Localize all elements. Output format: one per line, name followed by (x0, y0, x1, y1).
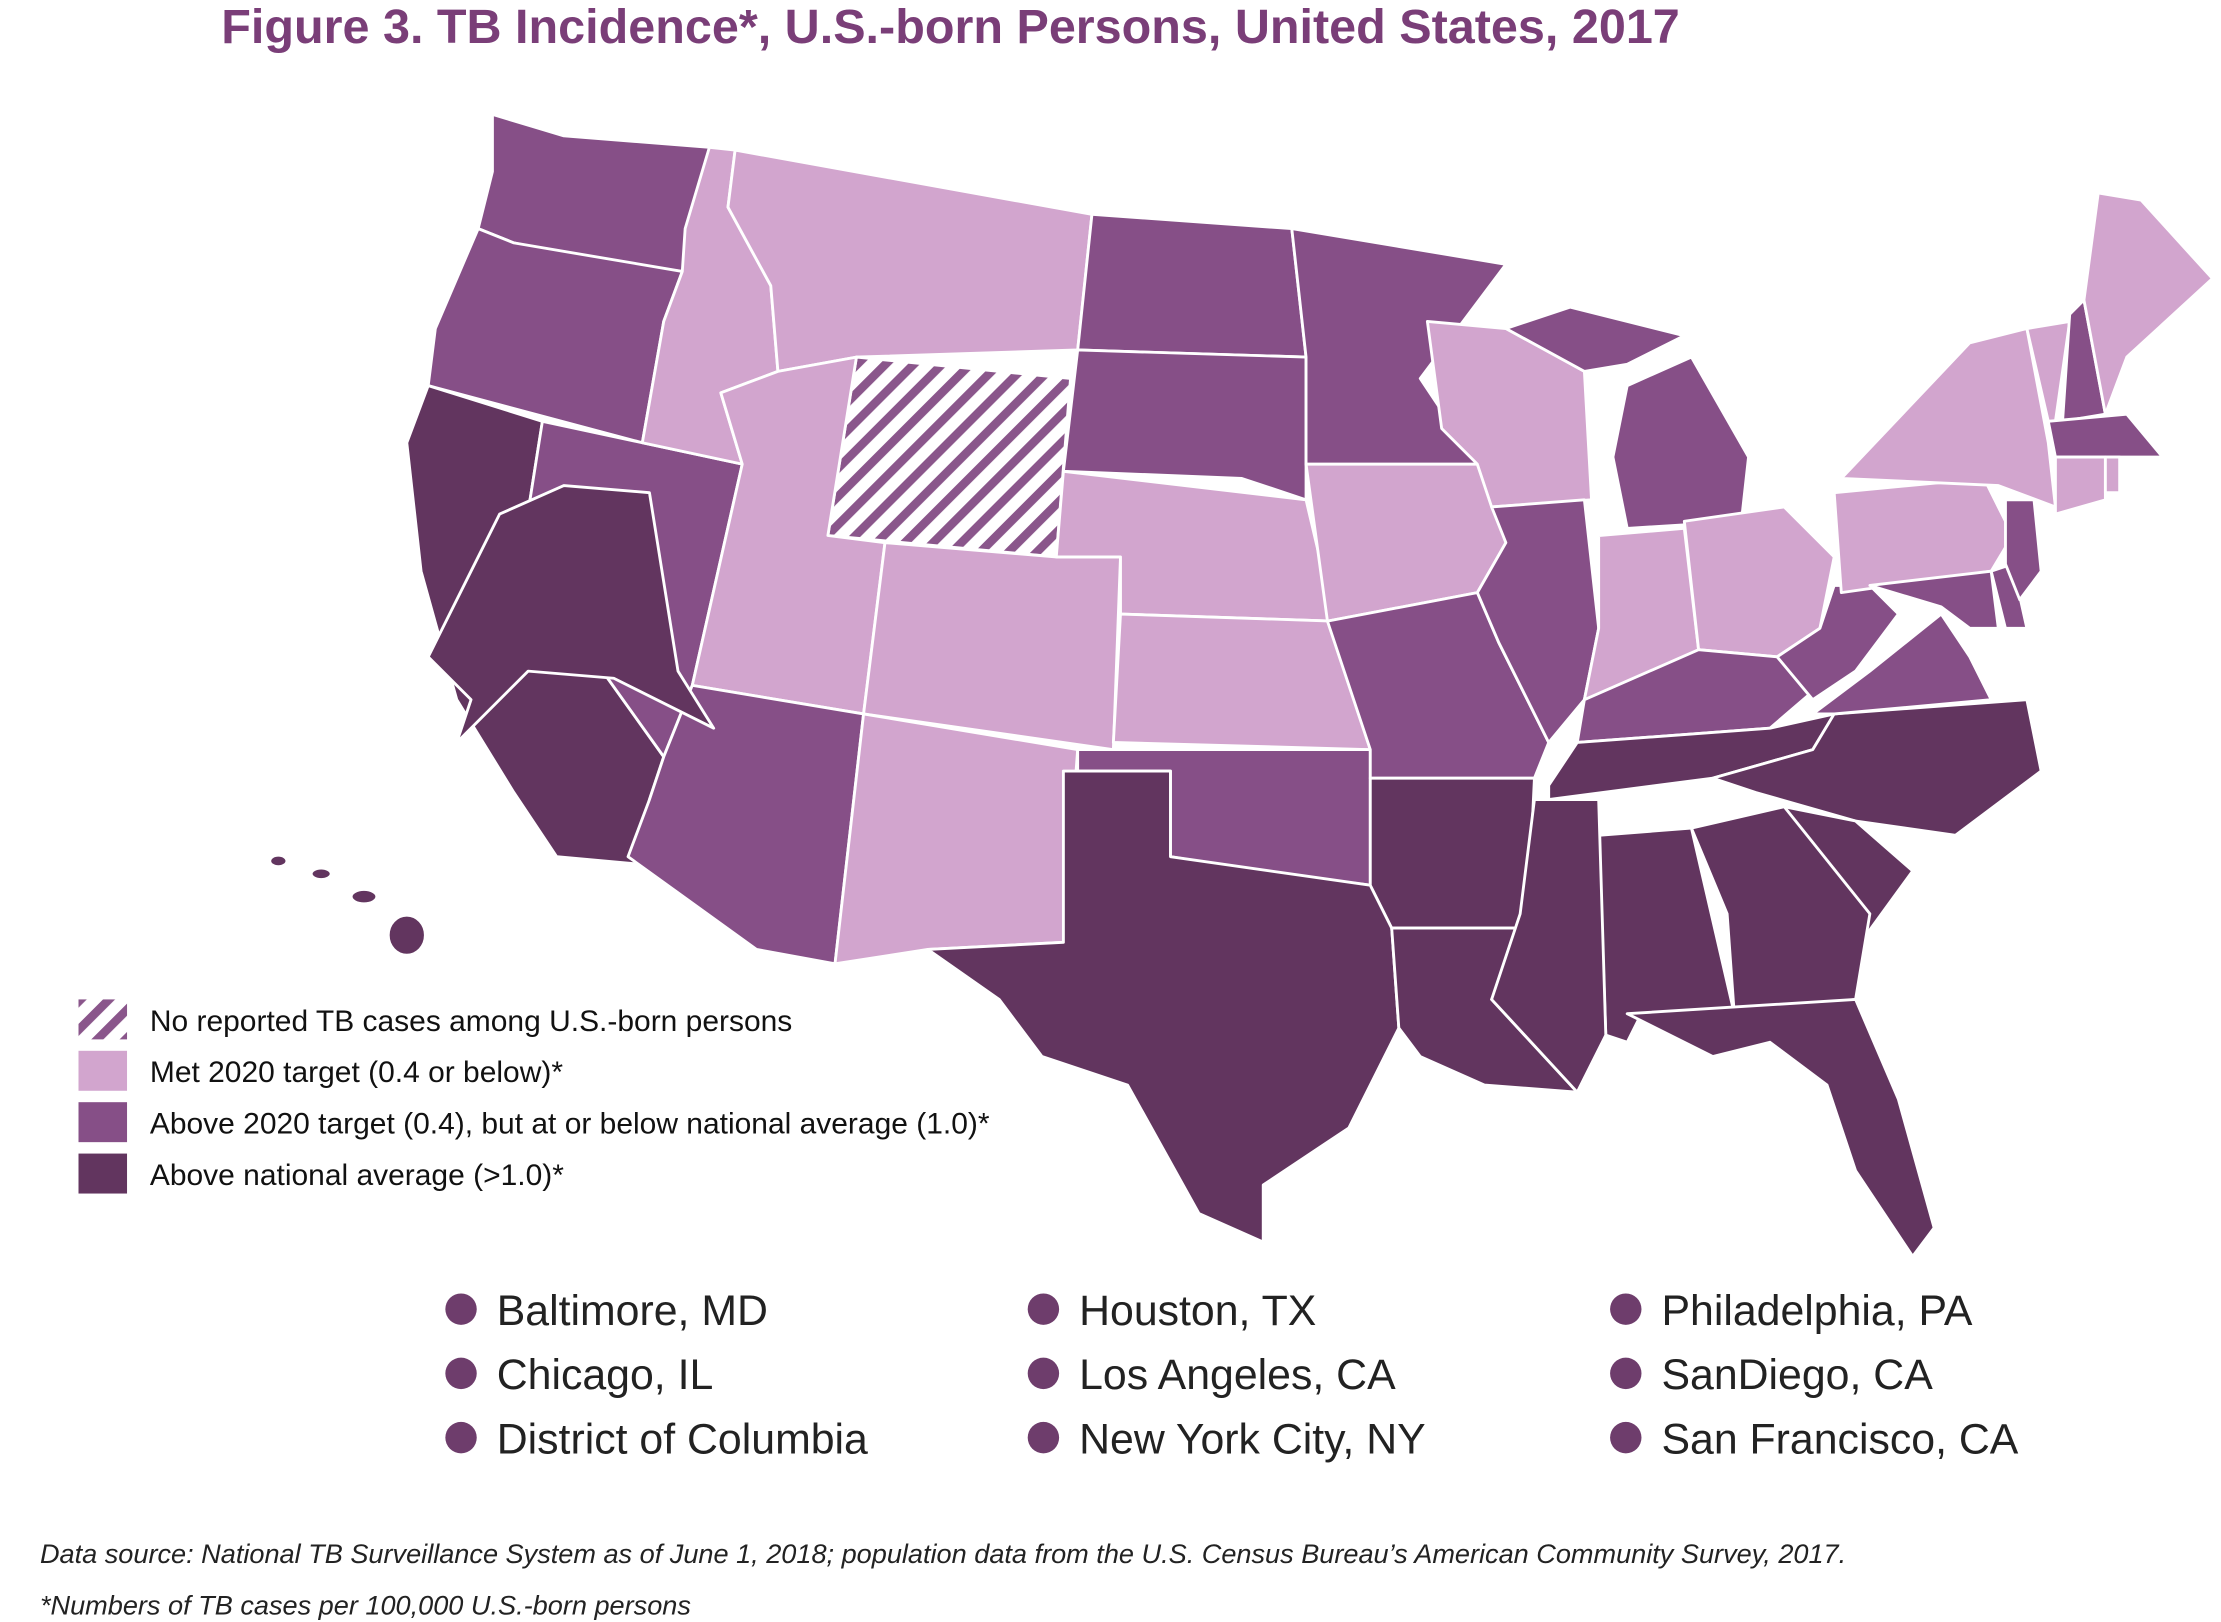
state (1625, 997, 1936, 1258)
title: Figure 3. TB Incidence*, U.S.-born Perso… (221, 0, 1680, 54)
city-marker (445, 1293, 477, 1325)
city-marker (1027, 1357, 1060, 1390)
state (1504, 305, 1686, 373)
state (726, 148, 1094, 373)
state (2103, 455, 2122, 495)
state (309, 866, 333, 881)
footnote: *Numbers of TB cases per 100,000 U.S.-bo… (40, 1590, 691, 1621)
legend-swatch (78, 1050, 128, 1091)
city-label: Baltimore, MD (497, 1287, 768, 1335)
state (826, 355, 1072, 559)
state (386, 913, 427, 957)
state (862, 541, 1122, 752)
state (1839, 327, 2057, 509)
city-label: New York City, NY (1079, 1415, 1426, 1463)
state (2082, 191, 2214, 416)
state (926, 769, 1401, 1244)
legend-label: Above national average (>1.0)* (150, 1159, 564, 1192)
state (349, 888, 379, 906)
legend: No reported TB cases among U.S.-born per… (78, 999, 990, 1194)
state (1368, 776, 1536, 930)
states (268, 113, 2214, 1258)
city-marker (445, 1357, 477, 1390)
state (268, 853, 289, 869)
city-label: Houston, TX (1079, 1287, 1316, 1335)
state (833, 712, 1080, 966)
state (1775, 584, 1900, 702)
state (1475, 498, 1601, 744)
city-marker (1610, 1421, 1642, 1454)
city-label: Philadelphia, PA (1661, 1287, 1972, 1335)
state (1061, 348, 1308, 502)
city-label: SanDiego, CA (1661, 1351, 1933, 1399)
state (2053, 455, 2107, 516)
state (426, 484, 716, 744)
legend-swatch (78, 999, 128, 1040)
state (1868, 569, 2000, 630)
legend-label: Above 2020 target (0.4), but at or below… (150, 1108, 990, 1141)
legend-swatch (78, 1102, 128, 1143)
city-marker (1027, 1293, 1060, 1325)
city-marker (1610, 1293, 1642, 1325)
state (1611, 355, 1750, 530)
city-label: District of Columbia (497, 1415, 868, 1463)
state (1076, 212, 1308, 359)
state (1811, 612, 1993, 716)
state (2004, 498, 2043, 602)
state (1490, 798, 1608, 1094)
state (2046, 412, 2164, 459)
data-source: Data source: National TB Surveillance Sy… (40, 1538, 1846, 1569)
legend-label: No reported TB cases among U.S.-born per… (150, 1005, 792, 1038)
legend-label: Met 2020 target (0.4 or below)* (150, 1056, 563, 1089)
city-label: San Francisco, CA (1661, 1415, 2018, 1463)
city-marker (1027, 1421, 1060, 1454)
city-marker (445, 1421, 477, 1454)
city-list: Baltimore, MD Chicago, IL District of Colu… (445, 1287, 2019, 1463)
city-label: Los Angeles, CA (1079, 1351, 1396, 1399)
legend-swatch (78, 1153, 128, 1194)
city-label: Chicago, IL (497, 1351, 714, 1399)
city-marker (1610, 1357, 1642, 1390)
